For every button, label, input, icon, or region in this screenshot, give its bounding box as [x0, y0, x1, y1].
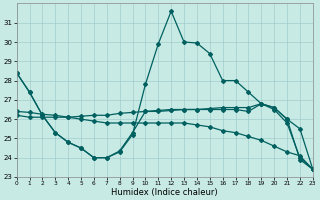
- X-axis label: Humidex (Indice chaleur): Humidex (Indice chaleur): [111, 188, 218, 197]
